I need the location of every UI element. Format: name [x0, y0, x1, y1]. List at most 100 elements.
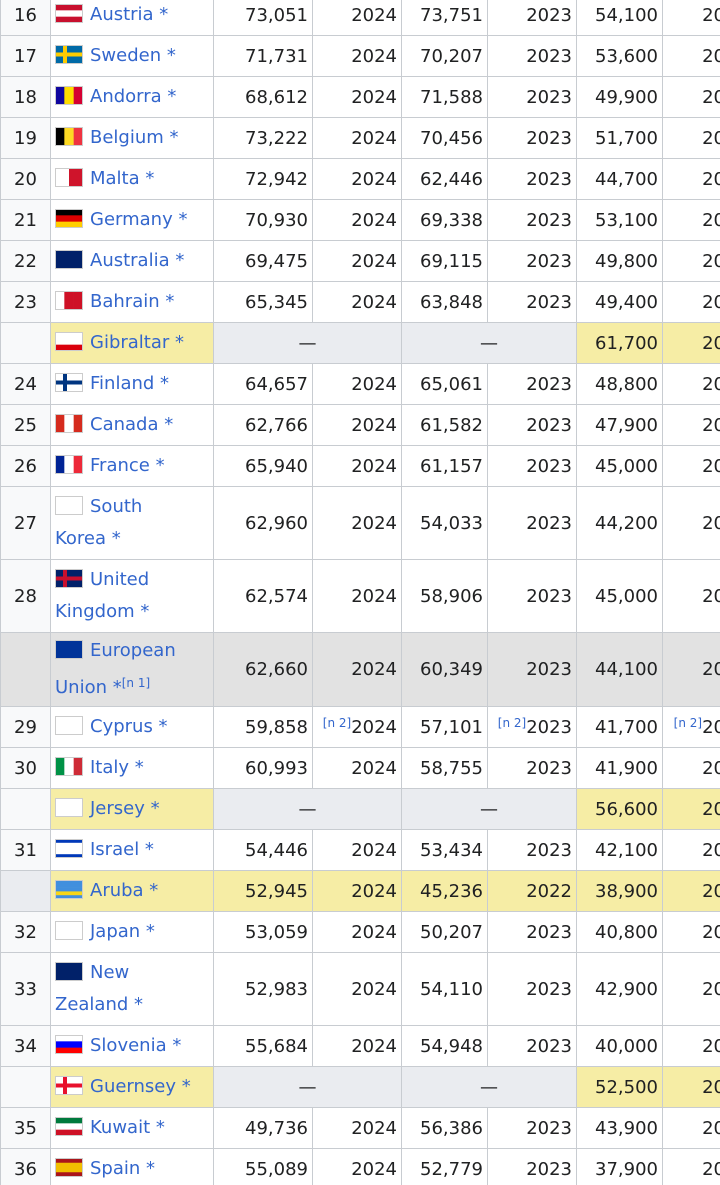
country-link[interactable]: Aruba * [90, 880, 159, 901]
country-link[interactable]: Japan * [90, 921, 155, 942]
year-cell: 2023 [487, 404, 577, 446]
year-cell: 20 [662, 35, 720, 77]
rank-cell [0, 1066, 51, 1108]
year-cell: 2024 [312, 0, 402, 36]
year: 2023 [526, 659, 572, 680]
country-link[interactable]: Cyprus * [90, 716, 168, 737]
year-clip: 20 [667, 128, 720, 149]
country-link[interactable]: New Zealand * [55, 962, 144, 1015]
flag-part [55, 291, 65, 310]
country-link[interactable]: Finland * [90, 373, 170, 394]
year: 2023 [526, 717, 572, 738]
value-cell: 48,800 [576, 363, 663, 405]
year-cell: 2023 [487, 1148, 577, 1185]
country-cell: Belgium * [50, 117, 214, 159]
flag-part [55, 1117, 83, 1124]
dash-cell: — [401, 1066, 577, 1108]
country-link[interactable]: Slovenia * [90, 1035, 182, 1056]
flag-part [55, 891, 83, 896]
year-clip: 20 [667, 1118, 720, 1139]
year-clip: 20 [667, 840, 720, 861]
country-link[interactable]: France * [90, 455, 165, 476]
country-cell: New Zealand * [50, 952, 214, 1026]
country-cell: United Kingdom * [50, 559, 214, 633]
country-box: South Korea * [55, 491, 193, 555]
year-cell: 2023 [487, 829, 577, 871]
country-link[interactable]: European Union * [55, 640, 176, 698]
country-link[interactable]: Austria * [90, 4, 169, 25]
value-cell: 37,900 [576, 1148, 663, 1185]
year-cell: 2024 [312, 117, 402, 159]
country-cell: Kuwait * [50, 1107, 214, 1149]
rank-cell: 31 [0, 829, 51, 871]
flag-border [55, 250, 83, 269]
year: 2024 [351, 1158, 397, 1180]
value-cell: 58,906 [401, 559, 488, 633]
value-cell: 60,993 [213, 747, 313, 789]
country-link[interactable]: Malta * [90, 168, 155, 189]
country-cell: Finland * [50, 363, 214, 405]
country-link[interactable]: Canada * [90, 414, 174, 435]
year: 2024 [351, 717, 397, 738]
year-clip: 20 [667, 415, 720, 436]
rank-cell: 22 [0, 240, 51, 282]
year: 2024 [351, 86, 397, 108]
flag [55, 373, 83, 392]
year: 2023 [526, 168, 572, 190]
year-clip: 20 [667, 1036, 720, 1057]
country-link[interactable]: United Kingdom * [55, 569, 150, 622]
value-cell: 56,600 [576, 788, 663, 830]
value-cell: 51,700 [576, 117, 663, 159]
year-cell: 20 [662, 747, 720, 789]
country-link[interactable]: Italy * [90, 757, 144, 778]
year-cell: 20 [662, 0, 720, 36]
value-cell: 49,736 [213, 1107, 313, 1149]
country-link[interactable]: Andorra * [90, 86, 177, 107]
flag-part [55, 455, 65, 474]
year-clip: 20 [667, 881, 720, 902]
table-row: 33 New Zealand * 52,983 2024 54,110 2023 42,90… [0, 952, 720, 1026]
year: 2022 [526, 880, 572, 902]
country-link[interactable]: Israel * [90, 839, 154, 860]
country-link[interactable]: Spain * [90, 1158, 156, 1179]
flag-part [55, 921, 83, 940]
year: 2024 [351, 45, 397, 67]
country-link[interactable]: Belgium * [90, 127, 179, 148]
year-cell: 20 [662, 632, 720, 707]
flag [55, 569, 83, 588]
year-cell: 2023 [487, 559, 577, 633]
flag-part [73, 455, 83, 474]
country-box: Aruba * [55, 875, 193, 907]
year-cell: 2024 [312, 486, 402, 560]
year: 20 [702, 585, 720, 607]
rank-cell: 26 [0, 445, 51, 487]
value-cell: 52,945 [213, 870, 313, 912]
year: 20 [702, 717, 720, 738]
country-link[interactable]: Gibraltar * [90, 332, 185, 353]
country-link[interactable]: Germany * [90, 209, 188, 230]
country-link[interactable]: Kuwait * [90, 1117, 165, 1138]
country-link[interactable]: Sweden * [90, 45, 176, 66]
table-row: 29 Cyprus * 59,858 [n 2]2024 57,101 [n 2]2023… [0, 706, 720, 748]
country-link[interactable]: South Korea * [55, 496, 143, 549]
value-cell: 53,434 [401, 829, 488, 871]
country-link[interactable]: Jersey * [90, 798, 160, 819]
country-link[interactable]: Bahrain * [90, 291, 175, 312]
rank-cell: 33 [0, 952, 51, 1026]
flag [55, 798, 83, 817]
year: 20 [702, 1076, 720, 1098]
country-cell: Cyprus * [50, 706, 214, 748]
country-link[interactable]: Australia * [90, 250, 185, 271]
country-cell: Malta * [50, 158, 214, 200]
flag-part [73, 414, 83, 433]
country-link[interactable]: Guernsey * [90, 1076, 191, 1097]
year-cell: 2024 [312, 952, 402, 1026]
flag-part [55, 887, 83, 892]
flag-border [55, 455, 83, 474]
year-cell: 2023 [487, 117, 577, 159]
footnote: [n 2] [497, 716, 527, 730]
year-cell: 2024 [312, 158, 402, 200]
